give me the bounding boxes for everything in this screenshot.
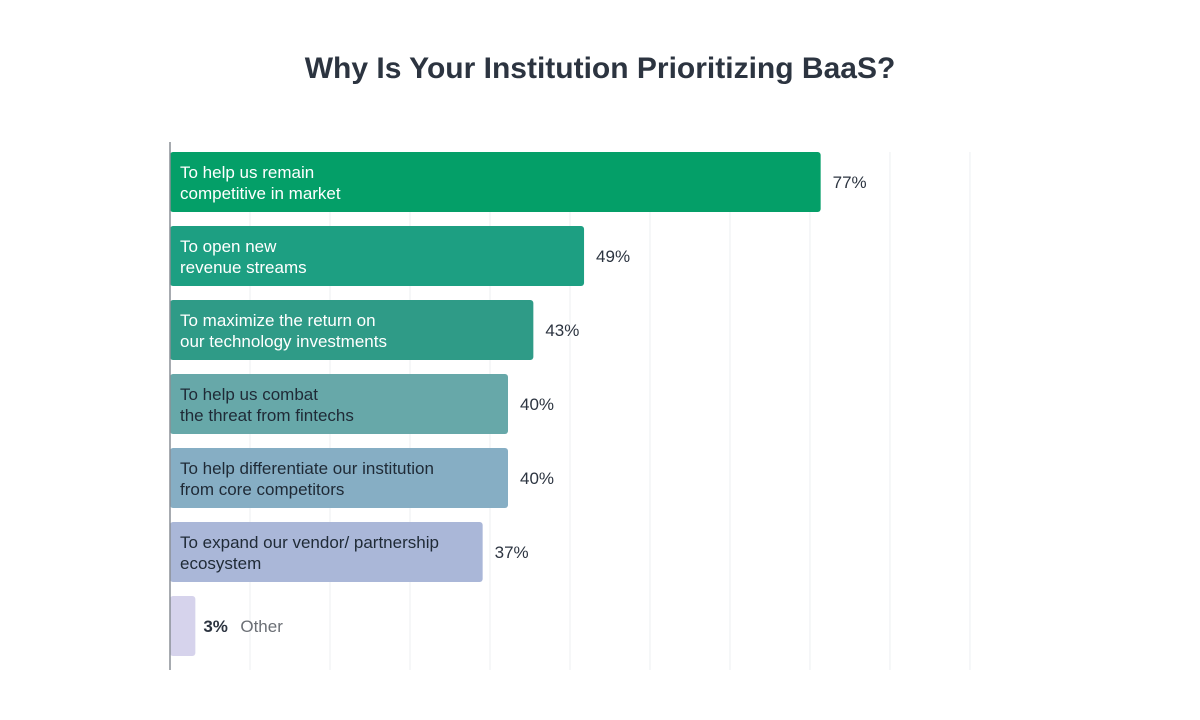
bar-category-label: To maximize the return on: [180, 311, 376, 330]
bar-value-label: 49%: [596, 247, 630, 266]
bar-value-label: 3%: [203, 617, 228, 636]
bar-value-label: 40%: [520, 395, 554, 414]
bar-category-label: from core competitors: [180, 480, 344, 499]
bar-category-label: competitive in market: [180, 184, 341, 203]
bar: [170, 300, 534, 360]
bar-category-label: To open new: [180, 237, 277, 256]
bar-value-label: 37%: [495, 543, 529, 562]
bar-category-label: revenue streams: [180, 258, 307, 277]
bar: [170, 596, 196, 656]
bar-value-label: 77%: [833, 173, 867, 192]
bar-category-label: Other: [240, 617, 283, 636]
bar: [170, 448, 508, 508]
chart-title: Why Is Your Institution Prioritizing Baa…: [304, 52, 896, 85]
bar-category-label: To expand our vendor/ partnership: [180, 533, 439, 552]
bar-category-label: the threat from fintechs: [180, 406, 354, 425]
bar-value-label: 40%: [520, 469, 554, 488]
bar-category-label: our technology investments: [180, 332, 387, 351]
bar: [170, 522, 483, 582]
bar-category-label: To help us combat: [180, 385, 318, 404]
bar: [170, 226, 585, 286]
bar: [170, 152, 821, 212]
bar-category-label: To help us remain: [180, 163, 314, 182]
bar-category-label: ecosystem: [180, 554, 261, 573]
bar: [170, 374, 508, 434]
bar-category-label: To help differentiate our institution: [180, 459, 434, 478]
bar-value-label: 43%: [545, 321, 579, 340]
